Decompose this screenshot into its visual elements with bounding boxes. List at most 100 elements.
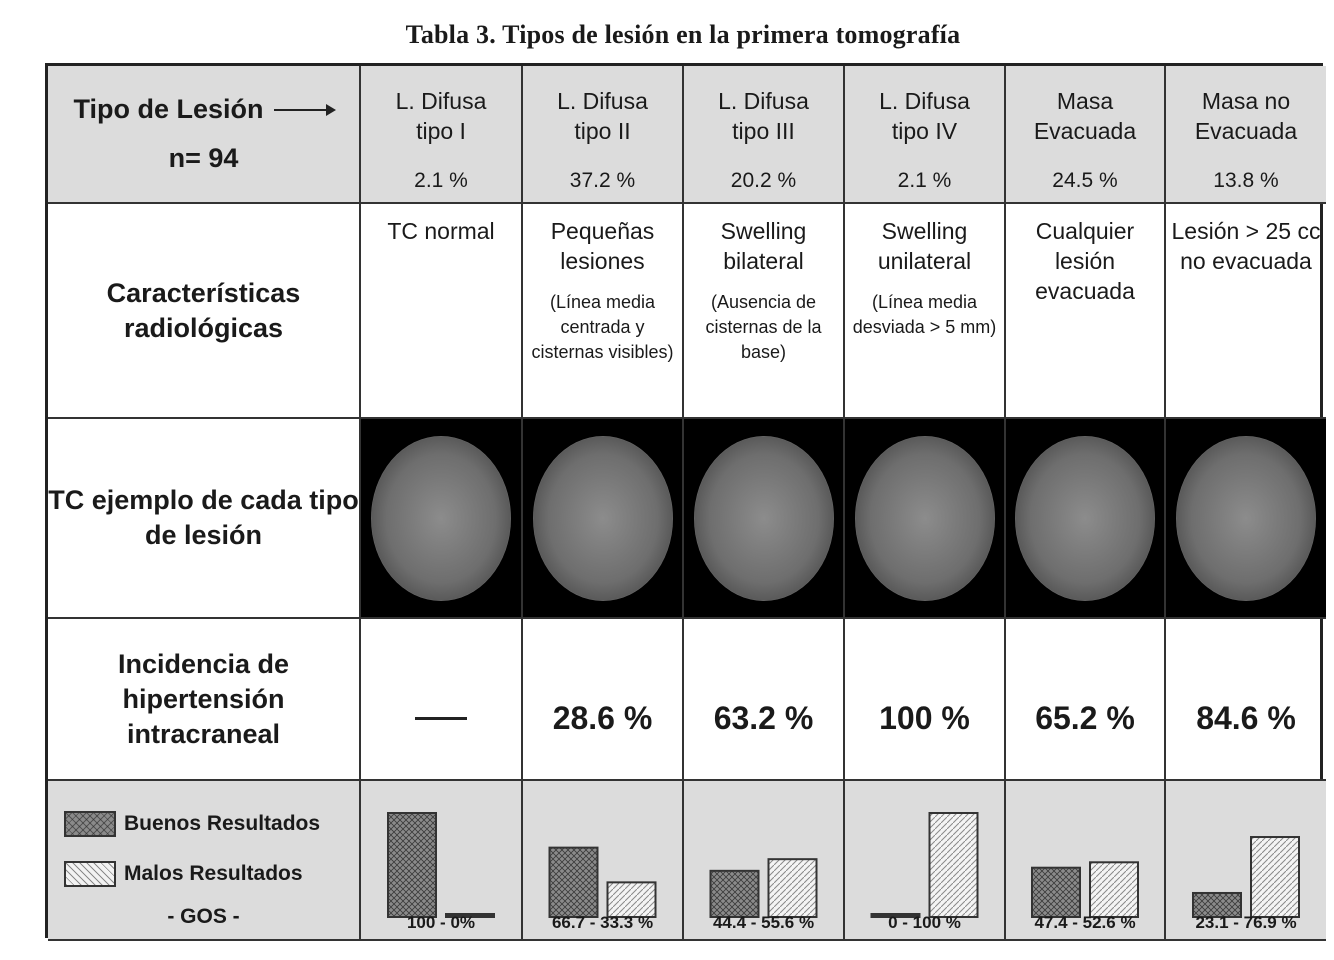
ct-image-1 <box>361 419 523 619</box>
good-result-bar <box>709 869 760 918</box>
good-result-bar <box>548 846 599 918</box>
brain-ct-icon <box>371 435 511 601</box>
legend-good-label: Buenos Resultados <box>124 812 321 835</box>
outcome-chart-3: 44.4 - 55.6 % <box>684 781 845 941</box>
header-col-pct: 13.8 % <box>1213 169 1279 192</box>
ct-image-5 <box>1006 419 1166 619</box>
outcome-label: 0 - 100 % <box>888 913 961 932</box>
header-col-pct: 37.2 % <box>569 169 636 192</box>
characteristic-main: Lesión > 25 cc no evacuada <box>1171 218 1321 274</box>
bad-result-bar <box>1250 836 1300 918</box>
ct-example-label: TC ejemplo de cada tipo de lesión <box>48 419 361 619</box>
incidence-label: Incidencia de hipertensión intracraneal <box>48 619 361 781</box>
outcome-bar-svg <box>1192 836 1300 918</box>
bad-result-bar <box>1089 861 1139 918</box>
outcome-chart-4: 0 - 100 % <box>845 781 1006 941</box>
incidence-dash: — <box>415 716 467 720</box>
good-result-bar <box>870 913 921 918</box>
header-col-3: L. Difusa tipo III 20.2 % <box>684 66 845 204</box>
characteristic-sub: (Línea media centrada y cisternas visibl… <box>531 292 674 362</box>
header-col-pct: 24.5 % <box>1052 169 1118 192</box>
bad-results-swatch <box>64 861 116 887</box>
outcome-bar-svg <box>1031 861 1139 919</box>
bad-result-bar <box>445 913 495 918</box>
header-col-4: L. Difusa tipo IV 2.1 % <box>845 66 1006 204</box>
good-results-swatch <box>64 811 116 837</box>
incidence-1: — <box>361 619 523 781</box>
header-col-line2: Evacuada <box>1033 118 1137 144</box>
characteristic-1: TC normal <box>361 204 523 419</box>
ct-image-2 <box>523 419 684 619</box>
bad-result-bar <box>606 881 657 918</box>
header-col-2: L. Difusa tipo II 37.2 % <box>523 66 684 204</box>
outcome-bar-svg <box>870 812 979 918</box>
legend-bad-label: Malos Resultados <box>124 862 303 885</box>
header-col-line2: Evacuada <box>1194 118 1298 144</box>
characteristics-label: Características radiológicas <box>48 204 361 419</box>
brain-ct-icon <box>532 435 673 601</box>
ct-image-3 <box>684 419 845 619</box>
bad-result-bar <box>928 812 979 918</box>
characteristic-5: Cualquier lesión evacuada <box>1006 204 1166 419</box>
characteristic-sub: (Ausencia de cisternas de la base) <box>705 292 822 362</box>
outcome-label: 66.7 - 33.3 % <box>551 913 654 932</box>
incidence-5: 65.2 % <box>1006 619 1166 781</box>
header-col-line1: L. Difusa <box>395 88 487 114</box>
header-col-line2: tipo II <box>574 118 631 144</box>
brain-ct-icon <box>1176 435 1316 601</box>
incidence-6: 84.6 % <box>1166 619 1326 781</box>
header-label-cell: Tipo de Lesión n= 94 <box>48 66 361 204</box>
outcome-chart-5: 47.4 - 52.6 % <box>1006 781 1166 941</box>
header-col-6: Masa no Evacuada 13.8 % <box>1166 66 1326 204</box>
characteristic-main: Cualquier lesión evacuada <box>1035 218 1135 304</box>
brain-ct-icon <box>693 435 834 601</box>
header-col-line2: tipo III <box>732 118 795 144</box>
gos-label: - GOS - <box>167 905 240 928</box>
header-col-5: Masa Evacuada 24.5 % <box>1006 66 1166 204</box>
header-col-line2: tipo IV <box>891 118 958 144</box>
outcome-bar-svg <box>548 846 657 918</box>
header-col-1: L. Difusa tipo I 2.1 % <box>361 66 523 204</box>
characteristic-6: Lesión > 25 cc no evacuada <box>1166 204 1326 419</box>
header-col-line1: Masa <box>1056 88 1114 114</box>
header-col-pct: 2.1 % <box>414 169 468 192</box>
sample-size: n= 94 <box>168 143 239 173</box>
table-title: Tabla 3. Tipos de lesión en la primera t… <box>405 20 961 49</box>
incidence-3: 63.2 % <box>684 619 845 781</box>
characteristic-main: Swelling bilateral <box>720 218 807 274</box>
outcome-label: 44.4 - 55.6 % <box>712 913 815 932</box>
characteristic-3: Swelling bilateral (Ausencia de cisternas… <box>684 204 845 419</box>
header-col-line1: L. Difusa <box>557 88 648 114</box>
brain-ct-icon <box>854 435 995 601</box>
lesion-table: Tipo de Lesión n= 94 L. Difusa tipo I 2.1 … <box>45 63 1326 941</box>
incidence-4: 100 % <box>845 619 1006 781</box>
arrow-right-icon <box>273 103 336 116</box>
header-col-line1: L. Difusa <box>718 88 809 114</box>
header-col-line1: Masa no <box>1201 88 1291 114</box>
header-col-line1: L. Difusa <box>879 88 970 114</box>
good-result-bar <box>387 812 437 918</box>
outcome-legend: Buenos Resultados Malos Resultados - GOS… <box>48 781 361 941</box>
outcome-chart-1: 100 - 0% <box>361 781 523 941</box>
outcome-label: 100 - 0% <box>406 913 476 932</box>
characteristic-sub: (Línea media desviada > 5 mm) <box>852 292 997 337</box>
characteristic-main: Pequeñas lesiones <box>550 218 655 274</box>
characteristic-2: Pequeñas lesiones (Línea media centrada y… <box>523 204 684 419</box>
characteristic-4: Swelling unilateral (Línea media desviada… <box>845 204 1006 419</box>
brain-ct-icon <box>1015 435 1155 601</box>
lesion-type-label: Tipo de Lesión <box>73 94 264 124</box>
incidence-2: 28.6 % <box>523 619 684 781</box>
outcome-bar-svg <box>387 812 495 918</box>
outcome-chart-6: 23.1 - 76.9 % <box>1166 781 1326 941</box>
characteristic-main: TC normal <box>387 218 495 244</box>
outcome-bar-svg <box>709 858 818 919</box>
outcome-label: 47.4 - 52.6 % <box>1034 913 1136 932</box>
outcome-label: 23.1 - 76.9 % <box>1195 913 1297 932</box>
bad-result-bar <box>767 858 818 919</box>
characteristic-main: Swelling unilateral <box>877 218 972 274</box>
ct-image-6 <box>1166 419 1326 619</box>
ct-image-4 <box>845 419 1006 619</box>
header-col-pct: 2.1 % <box>897 169 952 192</box>
header-col-pct: 20.2 % <box>730 169 797 192</box>
outcome-chart-2: 66.7 - 33.3 % <box>523 781 684 941</box>
